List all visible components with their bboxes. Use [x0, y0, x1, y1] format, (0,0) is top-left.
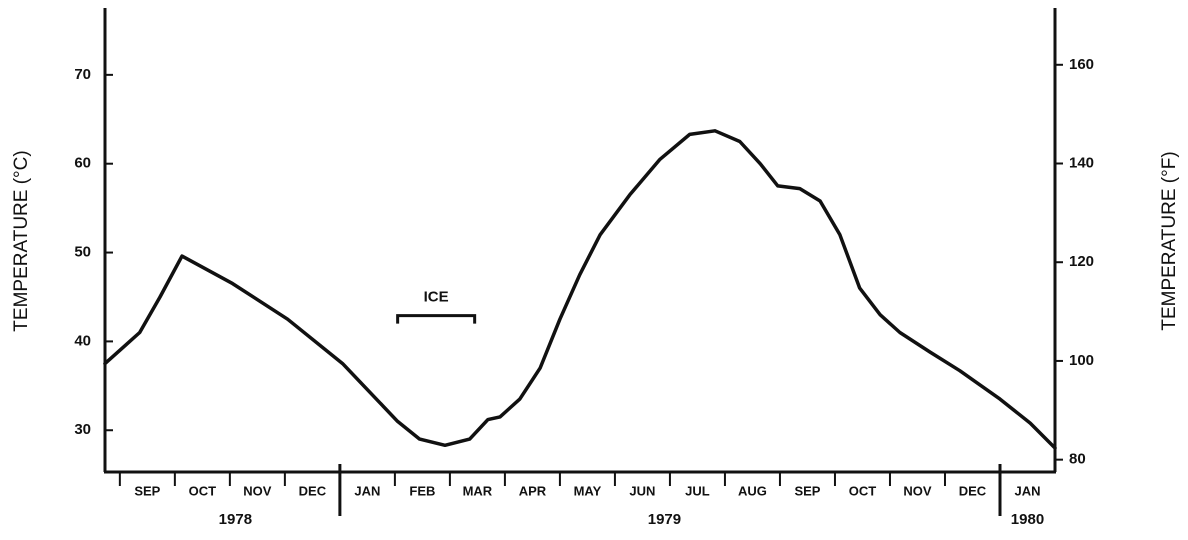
year-label: 1978 — [219, 511, 252, 528]
y-tick-label: 30 — [74, 421, 91, 438]
month-label: NOV — [903, 483, 932, 498]
y2-axis-title: TEMPERATURE (°F) — [1159, 151, 1180, 330]
year-label: 1979 — [648, 511, 681, 528]
y-tick-label: 70 — [74, 66, 91, 83]
month-label: DEC — [959, 483, 987, 498]
month-label: JUL — [685, 483, 710, 498]
month-label: AUG — [738, 483, 767, 498]
year-label: 1980 — [1011, 511, 1044, 528]
y2-tick-label: 100 — [1069, 352, 1094, 369]
month-label: JAN — [1014, 483, 1040, 498]
month-label: APR — [519, 483, 547, 498]
month-label: OCT — [189, 483, 217, 498]
month-label: DEC — [299, 483, 327, 498]
month-label: NOV — [243, 483, 272, 498]
month-label: SEP — [134, 483, 160, 498]
month-label: MAY — [574, 483, 602, 498]
month-label: FEB — [409, 483, 435, 498]
y2-tick-label: 140 — [1069, 154, 1094, 171]
y2-tick-label: 160 — [1069, 56, 1094, 73]
y2-tick-label: 120 — [1069, 253, 1094, 270]
month-label: JUN — [629, 483, 655, 498]
y2-tick-label: 80 — [1069, 451, 1086, 468]
month-label: JAN — [354, 483, 380, 498]
ice-bracket — [396, 314, 477, 324]
month-label: MAR — [463, 483, 493, 498]
temperature-line — [103, 129, 1057, 450]
y-tick-label: 40 — [74, 332, 91, 349]
y-axis-title: TEMPERATURE (°C) — [11, 150, 32, 331]
month-label: OCT — [849, 483, 877, 498]
y-tick-label: 50 — [74, 244, 91, 261]
y-tick-label: 60 — [74, 155, 91, 172]
month-label: SEP — [794, 483, 820, 498]
annotation: ICE — [424, 289, 449, 306]
